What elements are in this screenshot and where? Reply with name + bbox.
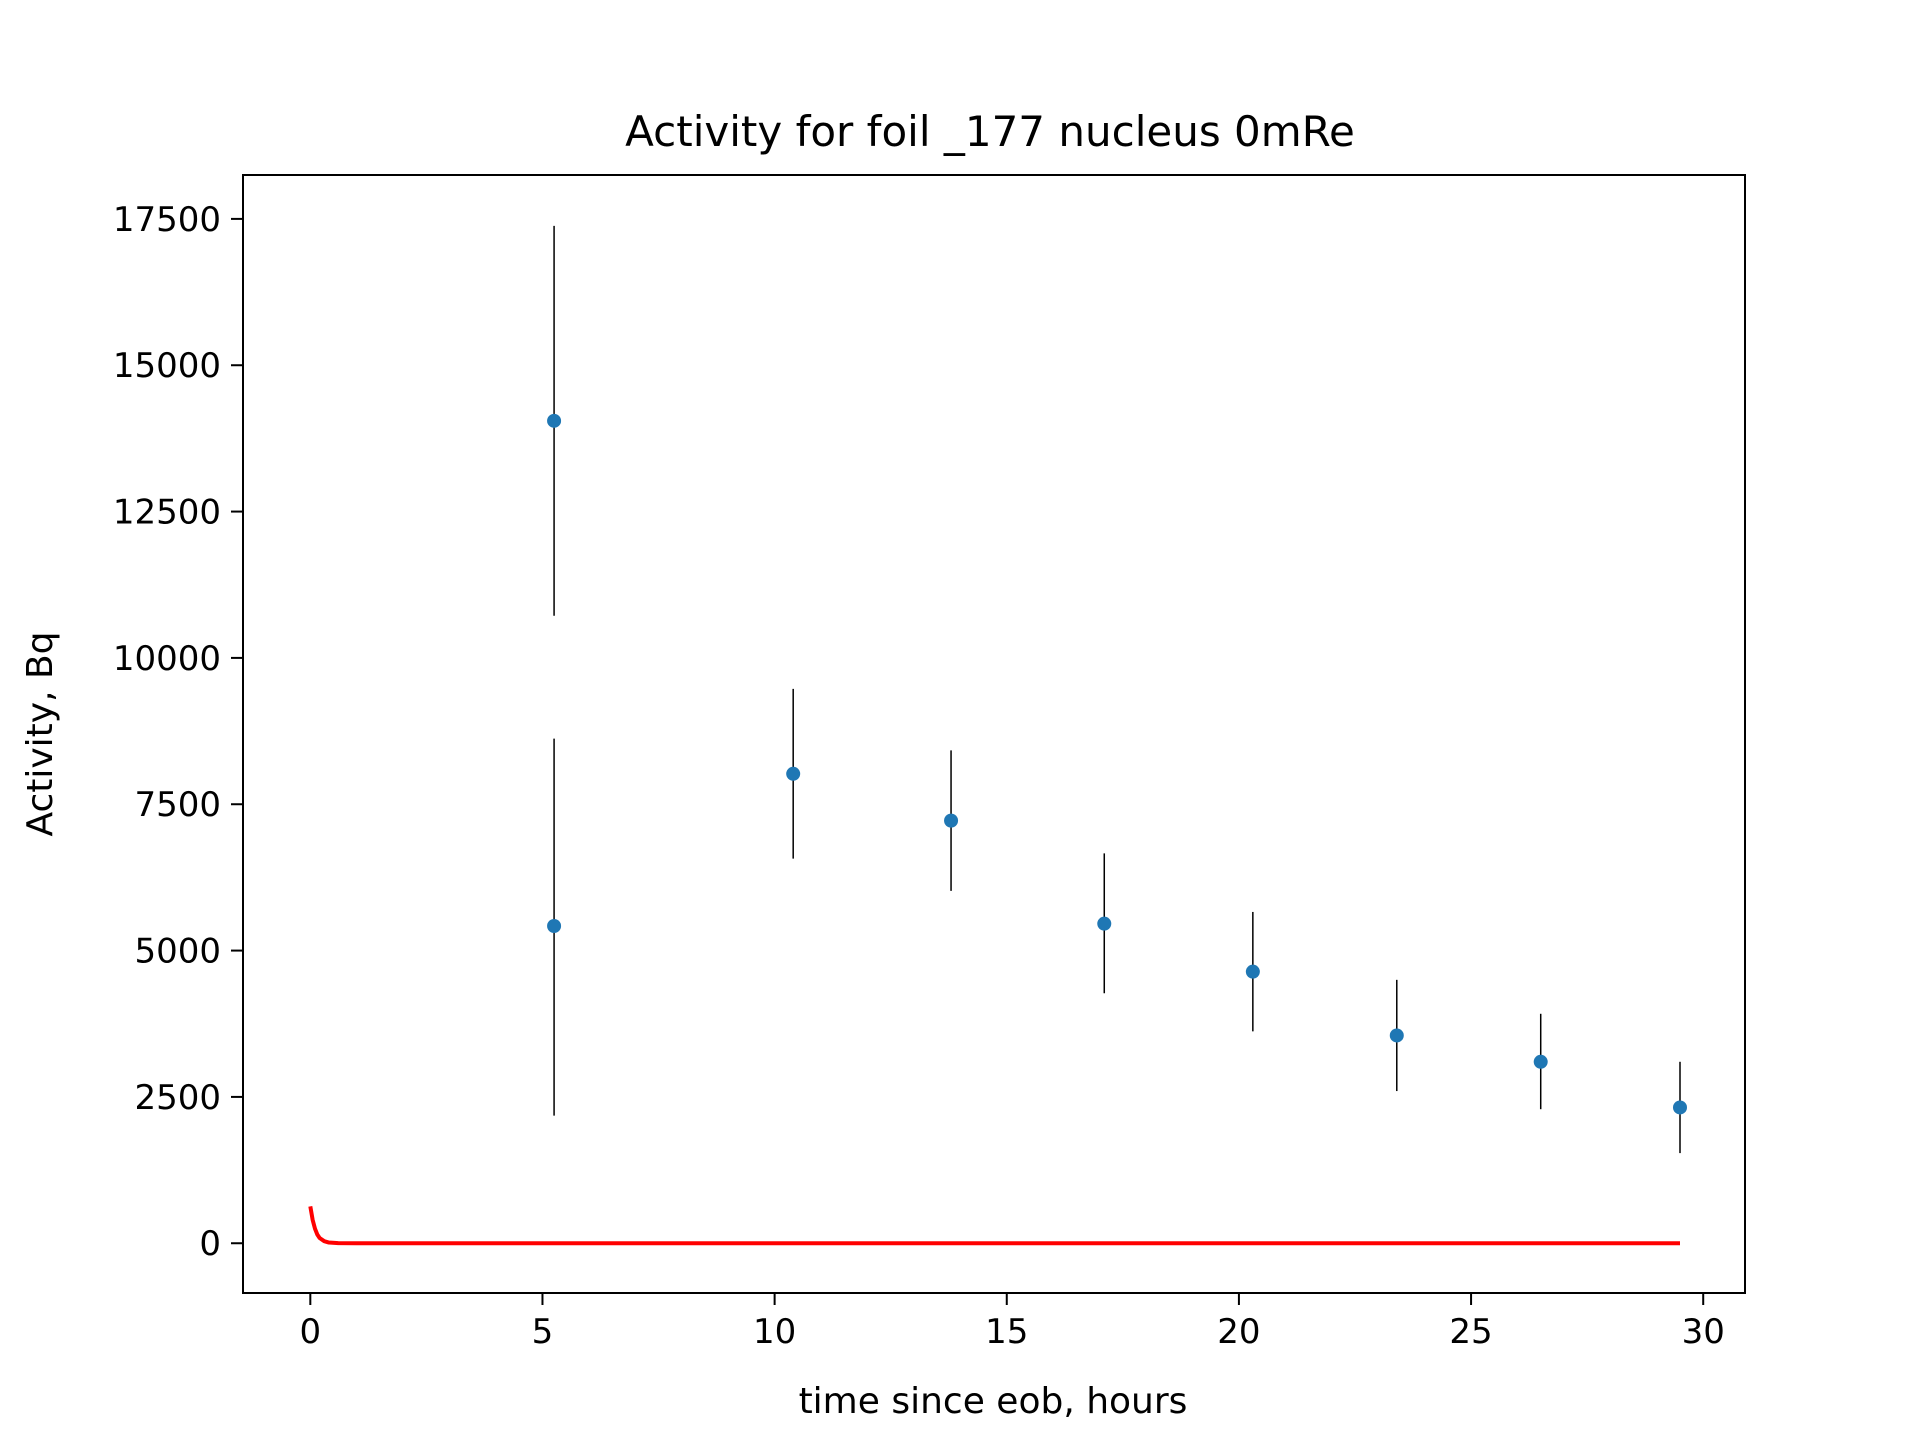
data-point-9 <box>1672 1100 1687 1115</box>
y-tick-label-0: 0 <box>199 1224 221 1264</box>
x-tick-label-0: 0 <box>300 1312 322 1352</box>
y-tick-label-7500: 7500 <box>134 785 221 825</box>
y-axis: 0 2500 5000 7500 10000 12500 15000 17500 <box>113 200 243 1264</box>
data-point-1 <box>547 413 562 428</box>
data-point-3 <box>786 766 801 781</box>
data-point-5 <box>1097 916 1112 931</box>
data-point-4 <box>944 813 959 828</box>
x-tick-label-10: 10 <box>753 1312 796 1352</box>
fit-curve-line <box>308 1206 1680 1246</box>
plot-area <box>308 225 1687 1246</box>
x-tick-label-5: 5 <box>532 1312 554 1352</box>
x-tick-label-25: 25 <box>1449 1312 1492 1352</box>
x-tick-label-20: 20 <box>1217 1312 1260 1352</box>
y-tick-label-12500: 12500 <box>113 493 221 533</box>
y-tick-label-2500: 2500 <box>134 1078 221 1118</box>
x-axis: 0 5 10 15 20 25 30 <box>300 1293 1725 1352</box>
y-tick-label-10000: 10000 <box>113 639 221 679</box>
x-tick-label-15: 15 <box>985 1312 1028 1352</box>
data-point-7 <box>1389 1028 1404 1043</box>
data-point-8 <box>1533 1054 1548 1069</box>
y-tick-label-15000: 15000 <box>113 346 221 386</box>
y-axis-label: Activity, Bq <box>20 631 61 836</box>
data-point-2 <box>547 918 562 933</box>
data-point-6 <box>1245 964 1260 979</box>
y-tick-label-17500: 17500 <box>113 200 221 240</box>
x-tick-label-30: 30 <box>1682 1312 1725 1352</box>
y-tick-label-5000: 5000 <box>134 932 221 972</box>
axes-frame <box>242 174 1746 1294</box>
x-axis-label: time since eob, hours <box>799 1381 1188 1422</box>
chart-title: Activity for foil _177 nucleus 0mRe <box>625 107 1355 156</box>
